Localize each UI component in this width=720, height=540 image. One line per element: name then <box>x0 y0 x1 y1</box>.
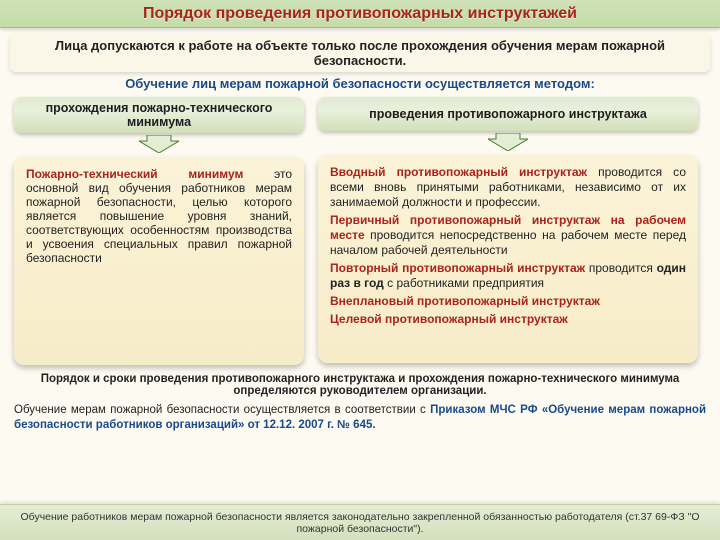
card-left-heading: Пожарно-технический минимум <box>26 167 243 181</box>
left-column: прохождения пожарно-технического минимум… <box>14 97 304 365</box>
pill-right: проведения противопожарного инструктажа <box>318 97 698 131</box>
card-left: Пожарно-технический минимум это основной… <box>14 157 304 365</box>
pill-left: прохождения пожарно-технического минимум… <box>14 97 304 133</box>
p-perv: Первичный противопожарный инструктаж на … <box>330 213 686 258</box>
right-column: проведения противопожарного инструктажа … <box>318 97 698 365</box>
txt-perv: проводится непосредственно на рабочем ме… <box>330 228 686 257</box>
pill-right-text: проведения противопожарного инструктажа <box>369 107 647 121</box>
lead-text: Лица допускаются к работе на объекте тол… <box>55 38 665 68</box>
card-left-body: это основной вид обучения работников мер… <box>26 167 292 265</box>
title-bar: Порядок проведения противопожарных инстр… <box>0 0 720 28</box>
hl-povt: Повторный противопожарный инструктаж <box>330 261 585 275</box>
txt-povt-mid: проводится <box>585 261 656 275</box>
hl-vvod: Вводный противопожарный инструктаж <box>330 165 587 179</box>
columns: прохождения пожарно-технического минимум… <box>0 97 720 365</box>
lead-box: Лица допускаются к работе на объекте тол… <box>10 34 710 72</box>
footer-bar: Обучение работников мерам пожарной безоп… <box>0 504 720 540</box>
p-vvod: Вводный противопожарный инструктаж прово… <box>330 165 686 210</box>
footer-text: Обучение работников мерам пожарной безоп… <box>12 511 708 535</box>
p-tselevoi: Целевой противопожарный инструктаж <box>330 312 686 327</box>
law-text: Обучение мерам пожарной безопасности осу… <box>14 403 706 433</box>
down-arrow-icon <box>488 133 528 151</box>
pill-left-text: прохождения пожарно-технического минимум… <box>20 101 298 129</box>
hl-tselevoi: Целевой противопожарный инструктаж <box>330 312 568 326</box>
down-arrow-icon <box>139 135 179 153</box>
rule-text: Порядок и сроки проведения противопожарн… <box>14 373 706 397</box>
hl-vneplan: Внеплановый противопожарный инструктаж <box>330 294 600 308</box>
law-pre: Обучение мерам пожарной безопасности осу… <box>14 404 430 416</box>
bottom-section: Порядок и сроки проведения противопожарн… <box>0 365 720 433</box>
p-povt: Повторный противопожарный инструктаж про… <box>330 261 686 291</box>
page-title: Порядок проведения противопожарных инстр… <box>143 5 577 23</box>
card-right: Вводный противопожарный инструктаж прово… <box>318 155 698 363</box>
p-vneplan: Внеплановый противопожарный инструктаж <box>330 294 686 309</box>
method-line: Обучение лиц мерам пожарной безопасности… <box>0 76 720 91</box>
txt-povt-rest: с работниками предприятия <box>384 276 544 290</box>
